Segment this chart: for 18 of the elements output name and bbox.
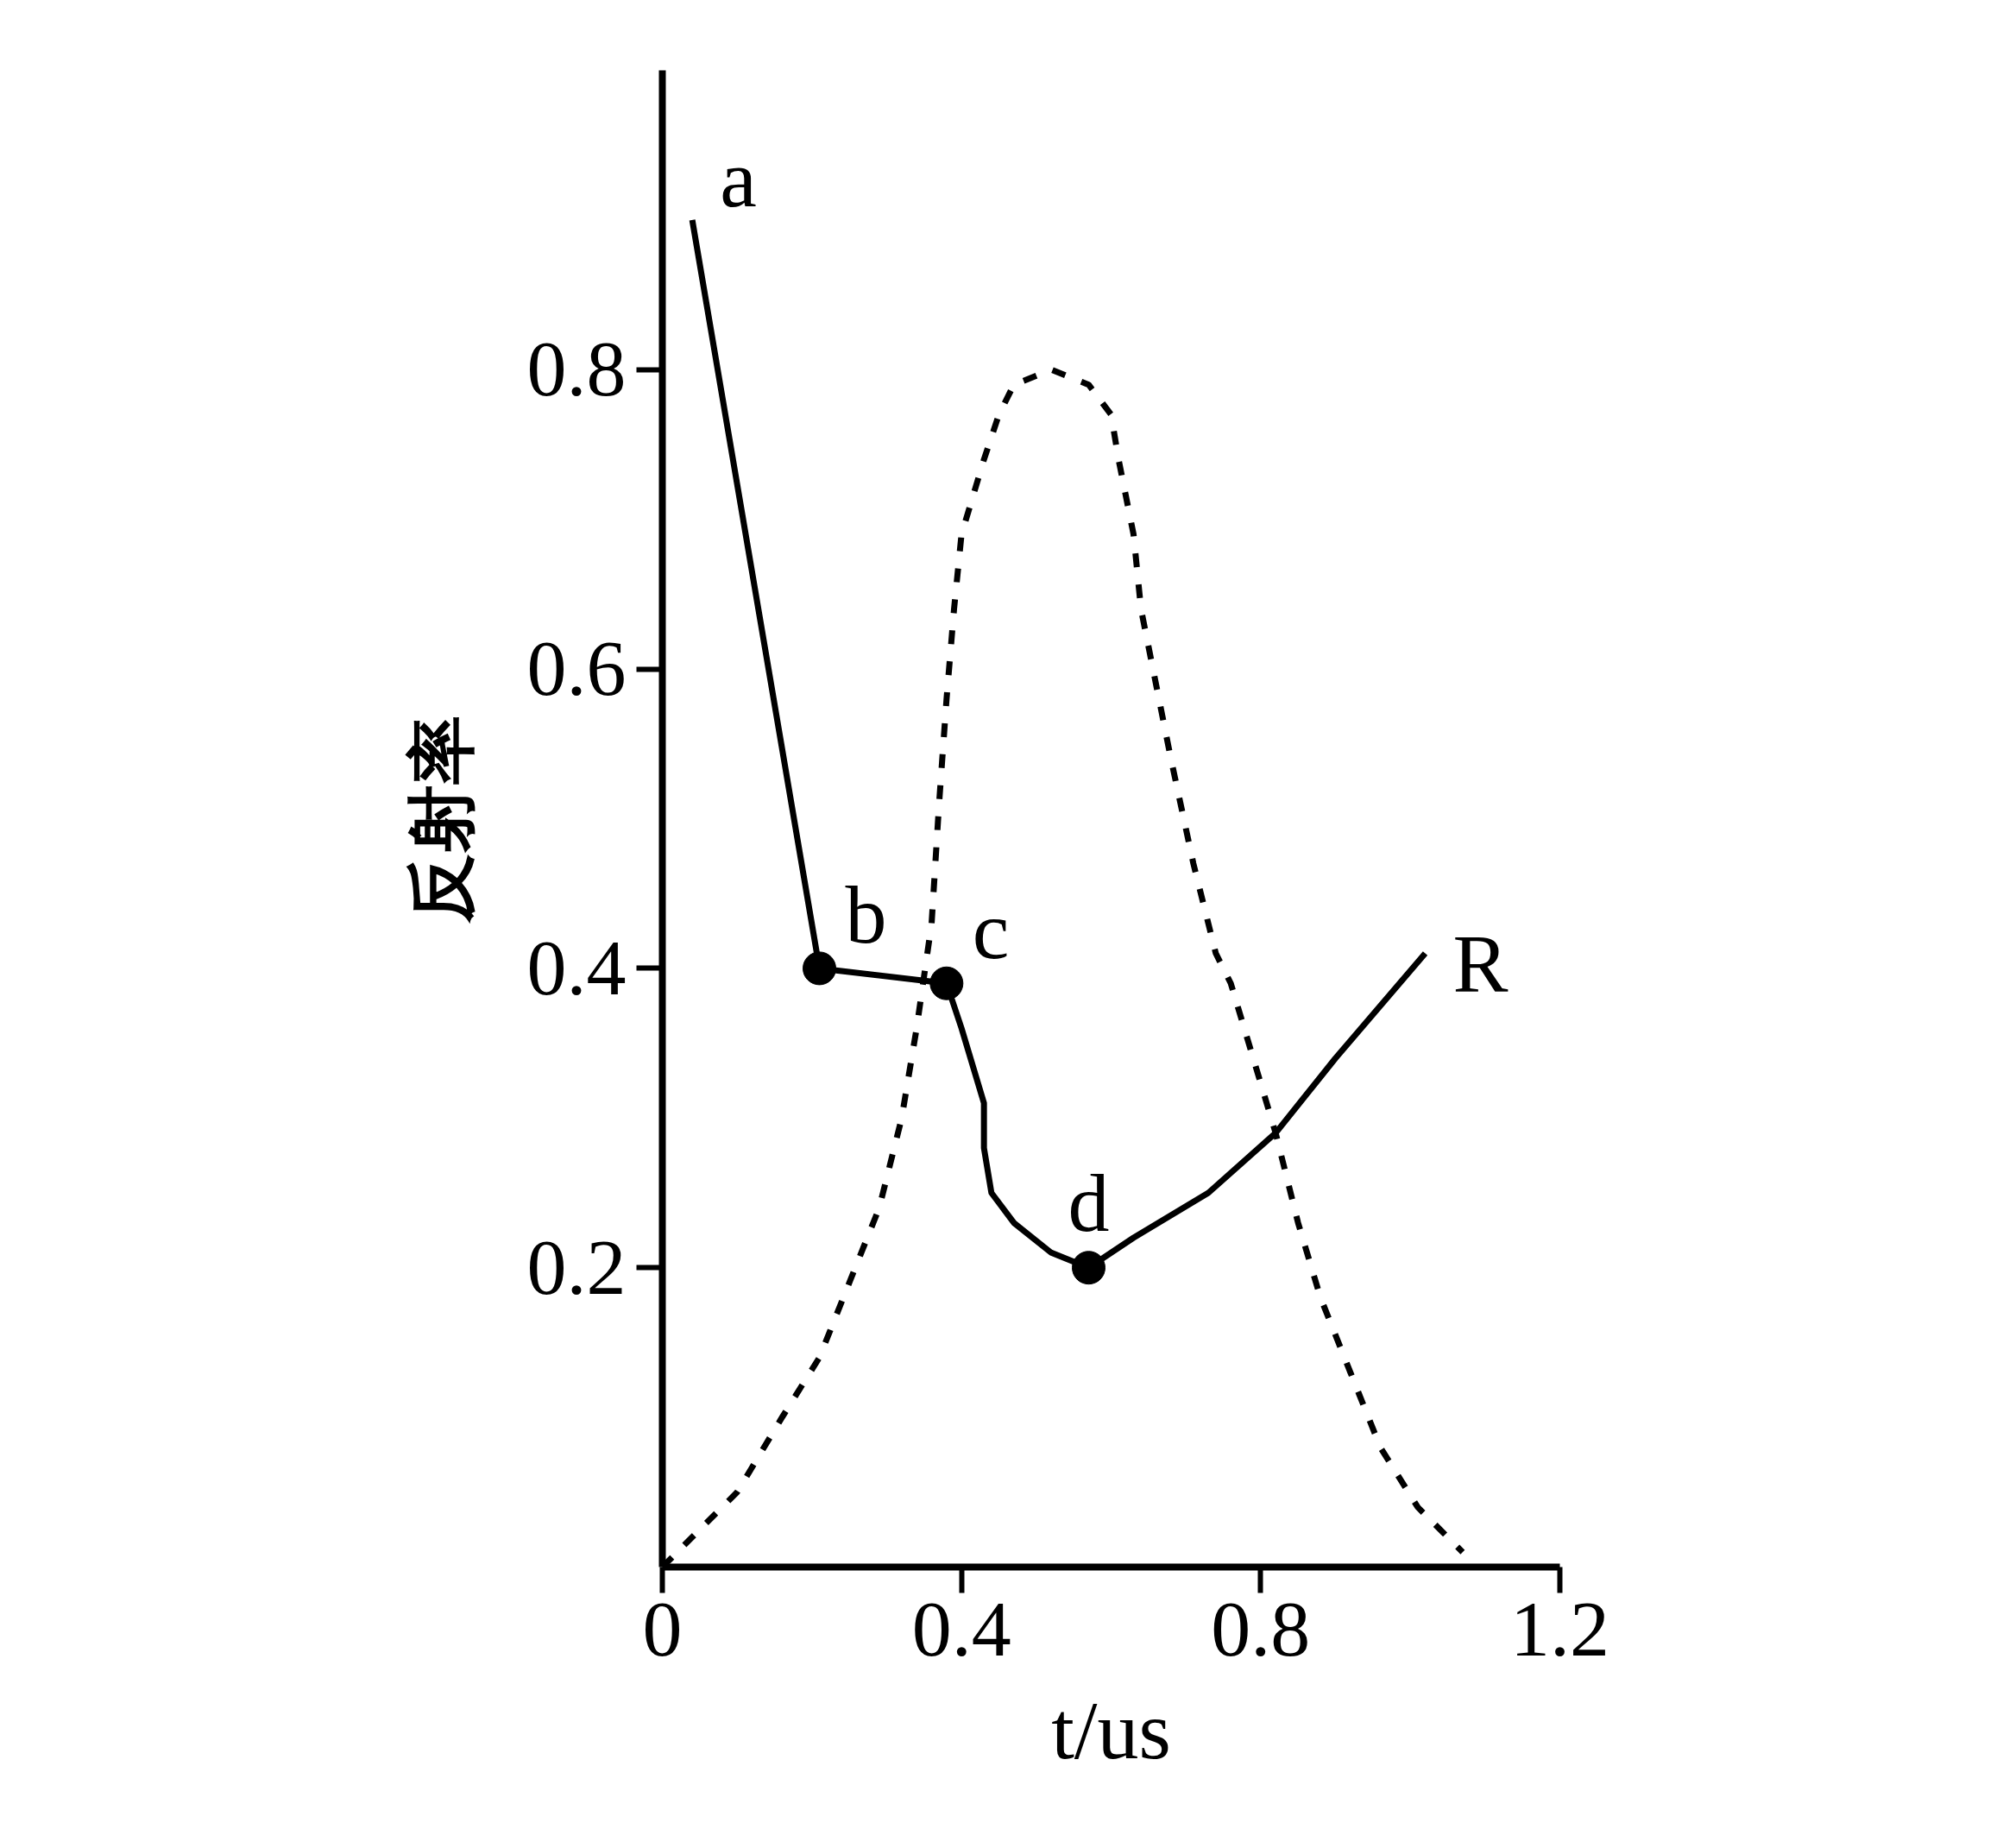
annotation: c <box>972 883 1010 976</box>
annotation: a <box>720 132 757 225</box>
x-tick-label: 1.2 <box>1510 1584 1609 1673</box>
x-axis-title: t/us <box>1051 1683 1171 1776</box>
point <box>929 966 964 1000</box>
y-tick-label: 0.4 <box>526 923 627 1012</box>
y-axis-title: 反射率 <box>400 715 482 924</box>
y-tick-label: 0.8 <box>526 325 627 413</box>
x-tick-label: 0 <box>642 1584 683 1673</box>
point <box>803 951 836 986</box>
x-tick-label: 0.8 <box>1211 1584 1311 1673</box>
annotation: d <box>1068 1157 1110 1250</box>
y-tick-label: 0.2 <box>526 1222 627 1311</box>
annotation: b <box>845 868 887 962</box>
series-label: R <box>1452 918 1509 1011</box>
x-tick-label: 0.4 <box>911 1584 1011 1673</box>
point <box>1072 1251 1105 1285</box>
y-tick-label: 0.6 <box>526 624 627 713</box>
